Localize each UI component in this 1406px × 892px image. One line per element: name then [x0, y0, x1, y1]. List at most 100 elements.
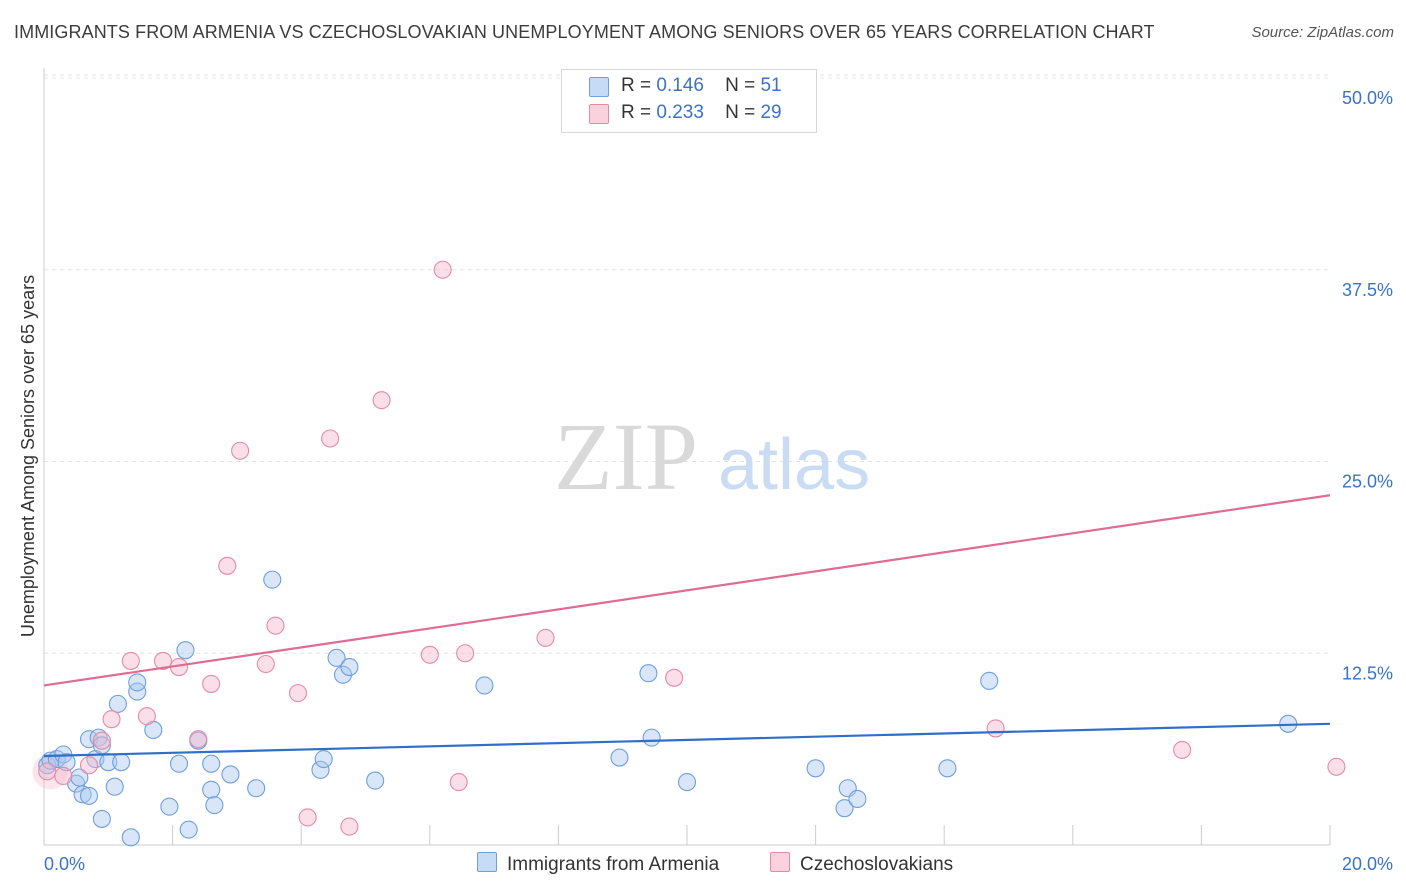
- point-czech: [986, 719, 1005, 738]
- point-armenia: [835, 799, 854, 818]
- point-armenia: [202, 780, 221, 799]
- point-armenia: [311, 760, 330, 779]
- watermark-zip: ZIP: [554, 403, 698, 510]
- point-armenia: [112, 753, 131, 772]
- trend-line-czech: [43, 494, 1331, 687]
- point-czech: [54, 766, 73, 786]
- correlation-legend: R = 0.146 N = 51 R = 0.233 N = 29: [561, 69, 817, 133]
- point-czech: [121, 651, 140, 670]
- trend-line-armenia: [43, 722, 1331, 758]
- watermark: ZIP atlas: [554, 403, 870, 510]
- point-armenia: [642, 728, 661, 747]
- series-swatch-armenia: [477, 852, 497, 872]
- point-czech: [153, 651, 173, 670]
- point-czech: [202, 674, 221, 693]
- point-czech: [218, 556, 237, 575]
- point-armenia: [160, 797, 179, 816]
- point-czech: [1173, 740, 1192, 759]
- trend-layer: [43, 494, 1331, 758]
- series-label-armenia: Immigrants from Armenia: [507, 854, 720, 875]
- point-czech: [231, 441, 250, 460]
- grid-lines: [44, 74, 1330, 654]
- y-tick-labels: 12.5% 25.0% 37.5% 50.0%: [1342, 88, 1393, 683]
- legend-swatch-czech: [589, 104, 609, 124]
- y-tick-label: 37.5%: [1342, 280, 1393, 300]
- point-armenia: [202, 754, 221, 773]
- chart-title: IMMIGRANTS FROM ARMENIA VS CZECHOSLOVAKI…: [14, 22, 1155, 42]
- point-czech: [137, 707, 156, 726]
- point-armenia: [179, 820, 198, 839]
- x-tick-labels: 0.0% 20.0%: [44, 854, 1393, 874]
- point-czech: [256, 654, 275, 674]
- legend-swatch-armenia: [589, 77, 609, 97]
- point-armenia: [340, 658, 359, 677]
- point-czech: [456, 644, 475, 663]
- point-czech: [92, 731, 111, 750]
- series-legend-armenia: Immigrants from Armenia: [477, 852, 719, 876]
- point-czech: [79, 756, 99, 775]
- legend-n-value: 51: [760, 75, 782, 96]
- legend-r-value: 0.233: [656, 102, 704, 123]
- y-axis-title: Unemployment Among Seniors over 65 years: [18, 275, 38, 637]
- point-armenia: [314, 750, 333, 769]
- point-czech: [321, 429, 340, 448]
- chart-source: Source: ZipAtlas.com: [1251, 24, 1394, 41]
- point-armenia: [57, 753, 76, 772]
- point-armenia: [205, 796, 224, 815]
- y-tick-label: 12.5%: [1342, 663, 1393, 683]
- point-armenia: [475, 676, 494, 695]
- point-armenia: [108, 694, 127, 713]
- point-armenia: [221, 765, 240, 784]
- point-czech: [372, 391, 391, 410]
- x-tick-label: 20.0%: [1342, 854, 1393, 874]
- point-armenia: [806, 759, 825, 778]
- point-czech: [433, 260, 452, 279]
- point-czech: [102, 710, 121, 729]
- series-label-czech: Czechoslovakians: [800, 854, 954, 875]
- legend-n-label: N =: [725, 102, 756, 123]
- point-armenia: [639, 664, 658, 683]
- point-czech: [449, 773, 468, 792]
- axes: [43, 68, 1331, 846]
- legend-n-label: N =: [725, 75, 756, 96]
- point-czech: [38, 762, 57, 781]
- y-tick-label: 50.0%: [1342, 88, 1393, 108]
- series-legend-czech: Czechoslovakians: [770, 852, 953, 876]
- point-czech: [340, 817, 359, 836]
- point-czech: [288, 684, 308, 703]
- legend-r-label: R =: [621, 75, 652, 96]
- point-armenia: [610, 748, 629, 767]
- point-armenia: [263, 570, 282, 589]
- point-armenia: [247, 779, 266, 798]
- point-czech: [536, 628, 555, 647]
- point-armenia: [128, 673, 147, 692]
- point-armenia: [121, 828, 140, 847]
- point-armenia: [677, 773, 697, 792]
- point-armenia: [128, 682, 147, 701]
- point-armenia: [169, 754, 189, 773]
- point-armenia: [366, 771, 385, 790]
- point-czech: [298, 808, 317, 827]
- point-czech: [189, 730, 208, 749]
- point-armenia: [848, 789, 867, 809]
- legend-r-value: 0.146: [656, 75, 704, 96]
- point-czech: [266, 616, 285, 635]
- legend-r-label: R =: [621, 102, 652, 123]
- point-czech: [420, 645, 439, 664]
- series-swatch-czech: [770, 852, 790, 872]
- point-armenia: [176, 641, 195, 660]
- point-armenia: [92, 809, 111, 828]
- x-tick-label: 0.0%: [44, 854, 85, 874]
- point-armenia: [73, 785, 92, 804]
- point-czech: [1327, 757, 1346, 776]
- point-armenia: [938, 759, 957, 778]
- points-layer: [32, 260, 1346, 847]
- point-armenia: [79, 786, 99, 805]
- point-armenia: [333, 665, 353, 684]
- point-armenia: [105, 777, 124, 796]
- y-tick-label: 25.0%: [1342, 472, 1393, 492]
- watermark-atlas: atlas: [718, 425, 870, 505]
- point-czech: [665, 668, 684, 687]
- legend-n-value: 29: [760, 102, 782, 123]
